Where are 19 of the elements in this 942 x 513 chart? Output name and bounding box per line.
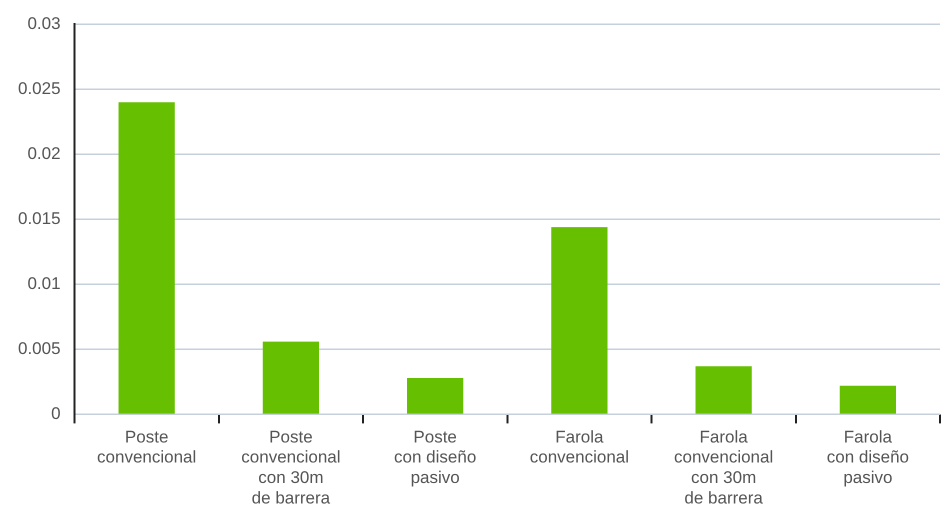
y-tick-label: 0 [51,404,61,424]
bar [696,366,752,414]
bar [262,342,320,414]
x-tick-label: Poste con diseño pasivo [394,427,476,488]
y-tick-label: 0.01 [27,274,61,294]
y-tick-label: 0.025 [18,78,61,98]
x-tick-label: Farola convencional con 30m de barrera [674,427,774,508]
x-tick-label: Poste convencional con 30m de barrera [241,427,341,508]
y-tick-label: 0.02 [27,144,61,163]
bar [118,102,175,414]
bar [407,378,464,414]
x-tick-label: Farola con diseño pasivo [826,427,909,488]
bar [551,227,608,414]
bar [840,386,896,414]
x-tick-label: Farola convencional [530,427,630,467]
y-tick-label: 0.005 [18,339,61,358]
x-tick-label: Poste convencional [97,427,196,467]
y-tick-label: 0.03 [27,14,61,33]
y-tick-label: 0.015 [18,208,61,228]
